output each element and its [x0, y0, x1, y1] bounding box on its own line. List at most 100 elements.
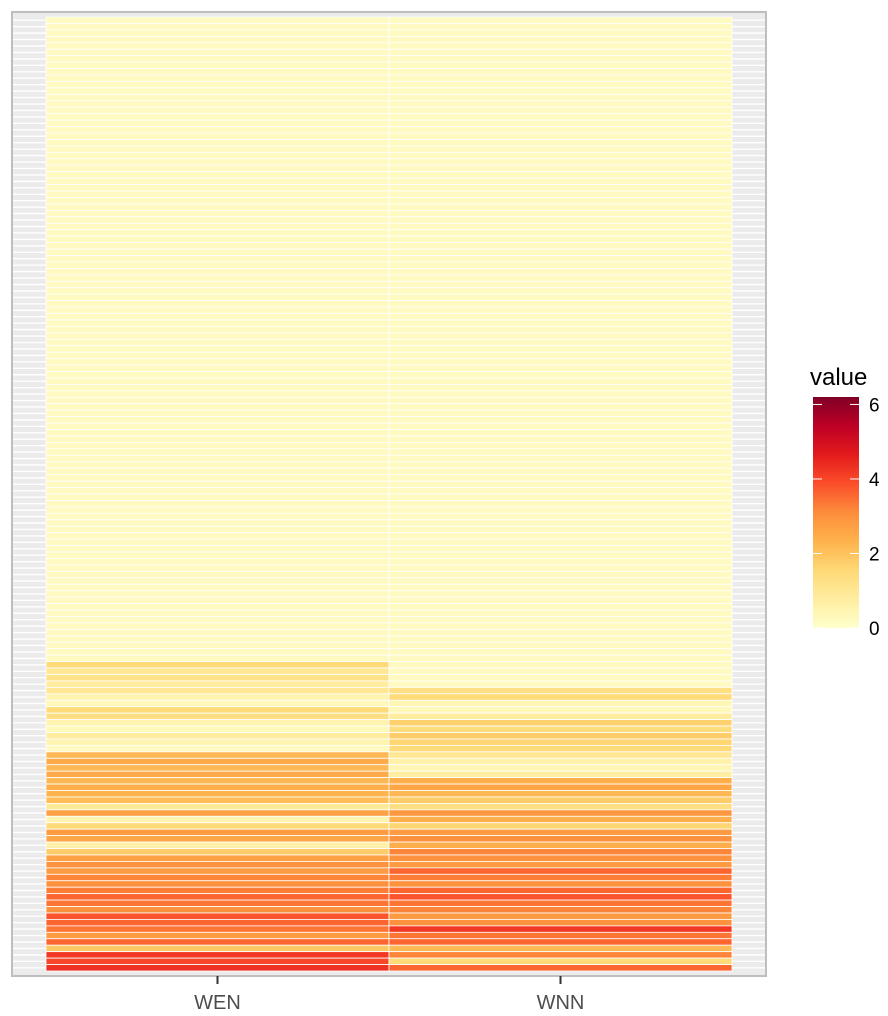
heat-cell-wen-118 [45, 777, 390, 785]
heat-cell-wnn-27 [388, 190, 733, 198]
heat-cell-wnn-118 [388, 777, 733, 785]
heat-cell-wnn-120 [388, 790, 733, 798]
heat-cell-wnn-137 [388, 899, 733, 907]
heat-cell-wen-85 [45, 564, 390, 572]
heat-cell-wen-111 [45, 732, 390, 740]
heat-cell-wen-96 [45, 635, 390, 643]
heat-cell-wen-127 [45, 835, 390, 843]
heat-cell-wen-5 [45, 48, 390, 57]
heat-cell-wen-78 [45, 519, 390, 527]
heat-cell-wen-126 [45, 828, 390, 837]
heat-cell-wen-113 [45, 744, 390, 753]
heat-cell-wnn-90 [388, 596, 733, 604]
heat-cell-wnn-85 [388, 564, 733, 572]
heat-cell-wnn-71 [388, 474, 733, 482]
heat-cell-wen-64 [45, 429, 390, 437]
heat-cell-wnn-20 [388, 145, 733, 153]
plot-panel-border [11, 11, 767, 977]
heat-cell-wen-55 [45, 371, 390, 379]
heat-cell-wen-125 [45, 822, 390, 830]
heat-cell-wnn-91 [388, 603, 733, 611]
heat-cell-wnn-62 [388, 416, 733, 424]
heat-cell-wen-79 [45, 525, 390, 534]
heat-cell-wnn-9 [388, 74, 733, 82]
heat-cell-wnn-59 [388, 396, 733, 405]
heat-cell-wnn-122 [388, 803, 733, 811]
heat-cell-wnn-116 [388, 764, 733, 772]
heat-cell-wnn-67 [388, 448, 733, 456]
heat-cell-wen-147 [45, 964, 390, 972]
heat-cell-wen-124 [45, 815, 390, 824]
heat-cell-wen-43 [45, 293, 390, 302]
heat-cell-wen-91 [45, 603, 390, 611]
heat-cell-wnn-63 [388, 422, 733, 430]
heat-cell-wnn-131 [388, 861, 733, 869]
heat-cell-wnn-49 [388, 332, 733, 340]
heat-cell-wen-98 [45, 648, 390, 656]
heat-cell-wen-49 [45, 332, 390, 340]
heat-cell-wen-0 [45, 16, 390, 24]
heat-cell-wnn-103 [388, 680, 733, 688]
heat-cell-wen-99 [45, 654, 390, 662]
heat-cell-wnn-107 [388, 706, 733, 714]
heat-cell-wnn-80 [388, 532, 733, 540]
heat-cell-wnn-136 [388, 893, 733, 901]
heat-cell-wnn-73 [388, 487, 733, 495]
heat-cell-wen-8 [45, 68, 390, 76]
heatmap-cells [45, 16, 733, 972]
heat-cell-wnn-142 [388, 931, 733, 940]
heat-cell-wen-18 [45, 132, 390, 140]
heat-cell-wen-130 [45, 854, 390, 862]
heat-cell-wnn-81 [388, 538, 733, 546]
heat-cell-wen-25 [45, 177, 390, 185]
heat-cell-wen-74 [45, 493, 390, 501]
legend-tick-label-4: 4 [869, 470, 880, 491]
heat-cell-wen-7 [45, 61, 390, 69]
heat-cell-wnn-123 [388, 809, 733, 817]
heat-cell-wnn-114 [388, 751, 733, 759]
heat-cell-wnn-141 [388, 925, 733, 933]
heat-cell-wen-140 [45, 919, 390, 927]
heat-cell-wen-53 [45, 358, 390, 366]
heat-cell-wnn-29 [388, 203, 733, 211]
heat-cell-wnn-42 [388, 287, 733, 295]
heat-cell-wen-132 [45, 867, 390, 875]
heat-cell-wnn-57 [388, 384, 733, 392]
heat-cell-wen-142 [45, 931, 390, 940]
heat-cell-wen-131 [45, 861, 390, 869]
heat-cell-wnn-33 [388, 229, 733, 237]
legend-tick-label-6: 6 [869, 395, 880, 416]
heat-cell-wen-71 [45, 474, 390, 482]
heat-cell-wnn-75 [388, 500, 733, 508]
heat-cell-wnn-68 [388, 454, 733, 463]
heat-cell-wnn-3 [388, 35, 733, 44]
heat-cell-wnn-26 [388, 184, 733, 192]
heat-cell-wnn-72 [388, 480, 733, 488]
heat-cell-wen-77 [45, 512, 390, 521]
heat-cell-wnn-30 [388, 209, 733, 218]
heat-cell-wnn-125 [388, 822, 733, 830]
legend-title: value [810, 364, 867, 391]
heat-cell-wnn-74 [388, 493, 733, 501]
heat-cell-wnn-12 [388, 93, 733, 102]
heat-cell-wnn-40 [388, 274, 733, 282]
heat-cell-wnn-84 [388, 558, 733, 566]
heat-cell-wnn-24 [388, 171, 733, 179]
heat-cell-wen-106 [45, 699, 390, 708]
heat-cell-wnn-58 [388, 390, 733, 398]
heat-cell-wnn-115 [388, 757, 733, 766]
heat-cell-wen-26 [45, 184, 390, 192]
heat-cell-wnn-147 [388, 964, 733, 972]
legend-colorbar [813, 397, 859, 628]
x-tick-label-wen: WEN [194, 992, 241, 1014]
heat-cell-wnn-65 [388, 435, 733, 443]
heat-cell-wen-57 [45, 384, 390, 392]
heat-cell-wen-40 [45, 274, 390, 282]
legend-tick-label-0: 0 [869, 619, 880, 640]
heat-cell-wen-17 [45, 126, 390, 134]
heat-cell-wnn-23 [388, 164, 733, 173]
heat-cell-wen-34 [45, 235, 390, 244]
heat-cell-wnn-55 [388, 371, 733, 379]
heat-cell-wen-67 [45, 448, 390, 456]
heat-cell-wnn-79 [388, 525, 733, 534]
